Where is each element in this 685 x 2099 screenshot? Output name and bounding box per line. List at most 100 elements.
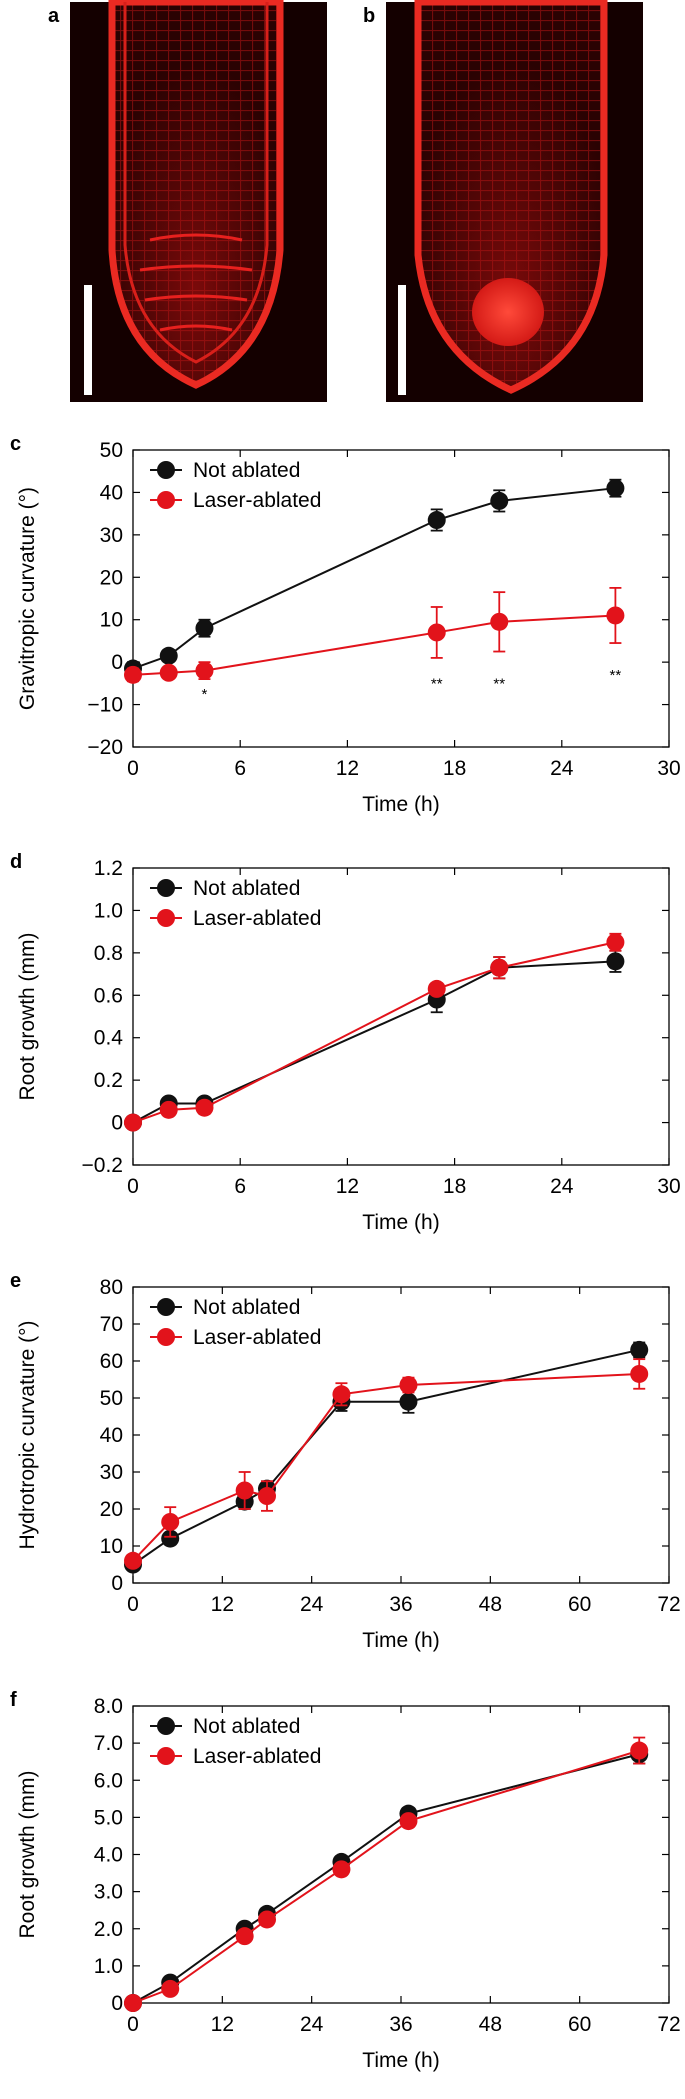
legend-label: Not ablated (193, 1715, 300, 1738)
series-line (132, 1753, 640, 2004)
y-tick-label: −10 (87, 694, 123, 717)
y-axis-title: Hydrotropic curvature (°) (16, 1321, 39, 1550)
data-point (399, 1392, 418, 1411)
series-not-ablated (124, 1340, 649, 1574)
significance-marker: ** (610, 667, 622, 684)
data-point (195, 661, 214, 680)
x-tick-label: 0 (127, 757, 139, 780)
data-point (195, 1098, 214, 1117)
legend-label: Laser-ablated (193, 907, 321, 930)
data-point (235, 1927, 254, 1946)
y-tick-label: 70 (100, 1313, 123, 1336)
data-point (159, 1100, 178, 1119)
y-axis-title: Root growth (mm) (16, 1770, 39, 1938)
x-tick-label: 12 (336, 757, 359, 780)
legend-label: Laser-ablated (193, 1326, 321, 1349)
y-tick-label: 0 (111, 1112, 123, 1135)
legend-marker (157, 461, 175, 479)
legend-label: Laser-ablated (193, 1745, 321, 1768)
y-tick-label: 60 (100, 1350, 123, 1373)
y-tick-label: 0 (111, 1572, 123, 1595)
data-point (161, 1979, 180, 1998)
y-tick-label: 30 (100, 1461, 123, 1484)
root-outline-b (414, 0, 608, 394)
legend-marker (157, 909, 175, 927)
x-tick-label: 12 (211, 2013, 234, 2036)
legend-marker (157, 879, 175, 897)
data-point (490, 491, 509, 510)
legend-marker (157, 491, 175, 509)
significance-marker: * (202, 686, 208, 703)
data-point (427, 511, 446, 530)
legend-entry-not-ablated: Not ablated (150, 1296, 300, 1319)
series-laser-ablated (124, 1736, 649, 2012)
y-tick-label: 40 (100, 1424, 123, 1447)
data-point (606, 606, 625, 625)
plot-frame (132, 449, 670, 748)
x-tick-label: 0 (127, 1175, 139, 1198)
y-tick-label: 30 (100, 524, 123, 547)
legend-entry-laser-ablated: Laser-ablated (150, 1326, 321, 1349)
x-tick-label: 18 (443, 1175, 466, 1198)
y-tick-label: 0 (111, 651, 123, 674)
y-tick-label: 20 (100, 1498, 123, 1521)
panel-letter-c: c (10, 433, 21, 455)
x-tick-label: 30 (657, 757, 680, 780)
micrograph-a: a (48, 0, 327, 402)
y-tick-label: 0.8 (94, 942, 123, 965)
panel-letter-f: f (10, 1689, 17, 1711)
legend-label: Not ablated (193, 1296, 300, 1319)
data-point (490, 612, 509, 631)
y-tick-label: 20 (100, 566, 123, 589)
data-point (399, 1812, 418, 1831)
data-point (427, 623, 446, 642)
y-tick-label: 0 (111, 1992, 123, 2015)
series-line (132, 1749, 640, 2004)
x-axis-title: Time (h) (362, 2049, 439, 2072)
data-point (124, 1113, 142, 1132)
data-point (332, 1860, 351, 1879)
data-point (159, 663, 178, 682)
y-tick-label: 2.0 (94, 1918, 123, 1941)
data-point (124, 665, 142, 684)
x-tick-label: 6 (234, 1175, 246, 1198)
panel-letter-e: e (10, 1270, 21, 1292)
data-point (332, 1385, 351, 1404)
data-point (606, 479, 625, 498)
x-tick-label: 24 (300, 2013, 324, 2036)
y-tick-label: −20 (87, 736, 123, 759)
data-point (606, 933, 625, 952)
x-tick-label: 60 (568, 1593, 591, 1616)
y-tick-label: 40 (100, 481, 123, 504)
x-axis-title: Time (h) (362, 793, 439, 816)
data-point (159, 646, 178, 665)
legend-entry-laser-ablated: Laser-ablated (150, 1745, 321, 1768)
x-tick-label: 36 (389, 2013, 412, 2036)
y-tick-label: 8.0 (94, 1695, 123, 1718)
series-laser-ablated (124, 586, 625, 684)
data-point (235, 1481, 254, 1500)
y-tick-label: 0.6 (94, 984, 123, 1007)
y-tick-label: 1.0 (94, 899, 123, 922)
legend-entry-not-ablated: Not ablated (150, 1715, 300, 1738)
data-point (195, 619, 214, 638)
legend-label: Laser-ablated (193, 489, 321, 512)
x-tick-label: 72 (657, 2013, 680, 2036)
scale-bar-b (398, 285, 406, 395)
series-not-ablated (124, 1744, 649, 2012)
data-point (606, 952, 625, 971)
y-tick-label: −0.2 (82, 1154, 123, 1177)
legend-entry-laser-ablated: Laser-ablated (150, 907, 321, 930)
legend-entry-not-ablated: Not ablated (150, 459, 300, 482)
legend-marker (157, 1747, 175, 1765)
x-tick-label: 30 (657, 1175, 680, 1198)
data-point (124, 1994, 142, 2012)
data-point (124, 1551, 142, 1570)
panel-letter-a: a (48, 5, 60, 27)
x-tick-label: 6 (234, 757, 246, 780)
x-axis-title: Time (h) (362, 1211, 439, 1234)
chart-e: e 0 10 20 30 40 50 60 70 80 0 12 24 36 48 60 72 Time (h) H… (10, 1270, 681, 1652)
panel-letter-b: b (363, 5, 375, 27)
